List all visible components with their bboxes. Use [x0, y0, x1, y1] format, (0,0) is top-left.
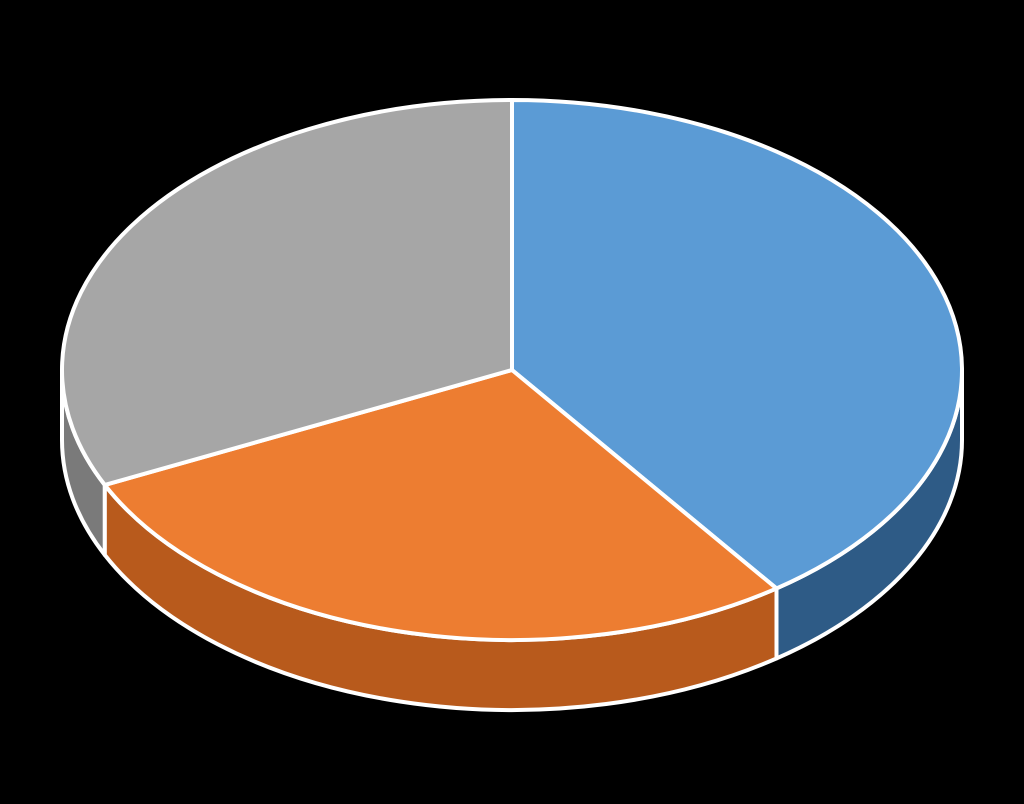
pie-chart-3d — [0, 0, 1024, 804]
